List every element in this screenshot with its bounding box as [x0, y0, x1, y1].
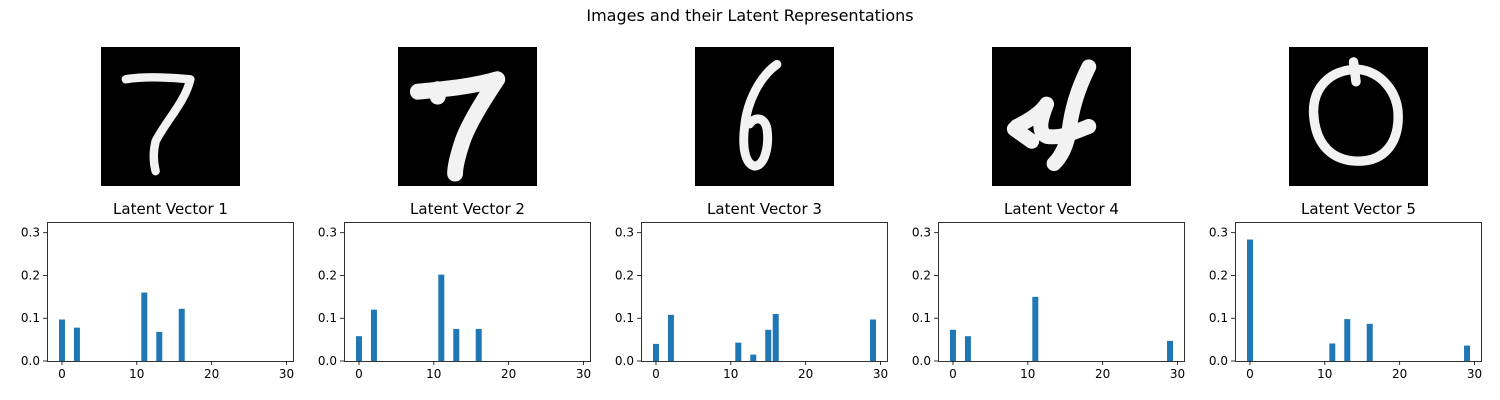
- x-tick-label: 30: [279, 367, 294, 381]
- x-tick-label: 20: [204, 367, 219, 381]
- bar: [652, 343, 659, 361]
- handwritten-digit-6-icon: [739, 59, 782, 171]
- axes-frame: [344, 222, 591, 362]
- figure-title: Images and their Latent Representations: [586, 6, 914, 25]
- y-tick-label: 0.3: [1209, 226, 1228, 240]
- x-tick-label: 10: [723, 367, 738, 381]
- y-tick-label: 0.1: [21, 311, 40, 325]
- x-tick-label: 30: [873, 367, 888, 381]
- bar: [475, 328, 482, 361]
- y-tick-label: 0.2: [318, 268, 337, 282]
- bar: [765, 329, 772, 361]
- y-tick-label: 0.1: [615, 311, 634, 325]
- bar: [1344, 319, 1351, 361]
- bar: [73, 327, 80, 361]
- x-tick-label: 10: [1317, 367, 1332, 381]
- y-tick-label: 0.2: [615, 268, 634, 282]
- bar: [772, 313, 779, 361]
- handwritten-digit-4-icon: [1006, 59, 1097, 172]
- y-tick-label: 0.2: [1209, 268, 1228, 282]
- y-tick-label: 0.3: [912, 226, 931, 240]
- bar: [870, 319, 877, 361]
- x-tick-label: 0: [58, 367, 66, 381]
- y-tick-label: 0.0: [318, 354, 337, 368]
- bar: [1366, 323, 1373, 361]
- bar: [750, 354, 757, 361]
- bar: [141, 292, 148, 361]
- bar: [1032, 296, 1039, 361]
- y-tick-label: 0.0: [21, 354, 40, 368]
- subplot-title: Latent Vector 5: [1301, 200, 1416, 218]
- subplot-1: Latent Vector 1 0 10 20 30 0.0 0.1 0.2 0.3: [21, 47, 294, 381]
- x-tick-label: 0: [949, 367, 957, 381]
- bar: [156, 331, 163, 361]
- x-tick-label: 30: [576, 367, 591, 381]
- subplot-title: Latent Vector 4: [1004, 200, 1119, 218]
- handwritten-digit-0-icon: [1308, 57, 1403, 166]
- y-tick-label: 0.1: [912, 311, 931, 325]
- handwritten-digit-7-bold-icon: [409, 71, 506, 182]
- x-tick-label: 10: [1020, 367, 1035, 381]
- subplot-5: Latent Vector 5 0 10 20 30 0.0 0.1 0.2 0.3: [1209, 47, 1482, 381]
- axes-frame: [938, 222, 1185, 362]
- y-tick-label: 0.3: [615, 226, 634, 240]
- y-tick-label: 0.0: [1209, 354, 1228, 368]
- y-tick-label: 0.0: [912, 354, 931, 368]
- bar: [1464, 345, 1471, 361]
- x-tick-label: 0: [355, 367, 363, 381]
- bar: [964, 336, 971, 361]
- subplot-2: Latent Vector 2 0 10 20 30 0.0 0.1 0.2 0.3: [318, 47, 591, 381]
- y-tick-label: 0.1: [318, 311, 337, 325]
- x-tick-label: 10: [129, 367, 144, 381]
- bar: [1329, 343, 1336, 361]
- y-tick-label: 0.2: [912, 268, 931, 282]
- bar: [178, 308, 185, 361]
- bar: [438, 274, 445, 361]
- x-tick-label: 0: [652, 367, 660, 381]
- bar: [949, 329, 956, 361]
- x-tick-label: 20: [501, 367, 516, 381]
- y-tick-label: 0.3: [21, 226, 40, 240]
- bar: [370, 309, 377, 361]
- bar: [58, 319, 65, 361]
- subplot-3: Latent Vector 3 0 10 20 30 0.0 0.1 0.2 0.3: [615, 47, 888, 381]
- axes-frame: [641, 222, 888, 362]
- y-tick-label: 0.0: [615, 354, 634, 368]
- bar: [1167, 340, 1174, 361]
- handwritten-digit-7-thin-icon: [121, 73, 195, 176]
- x-tick-label: 10: [426, 367, 441, 381]
- x-tick-label: 30: [1467, 367, 1482, 381]
- x-tick-label: 20: [1095, 367, 1110, 381]
- axes-frame: [1235, 222, 1482, 362]
- subplot-title: Latent Vector 2: [410, 200, 525, 218]
- subplot-4: Latent Vector 4 0 10 20 30 0.0 0.1 0.2 0.3: [912, 47, 1185, 381]
- bar: [453, 328, 460, 361]
- x-tick-label: 20: [798, 367, 813, 381]
- x-tick-label: 0: [1246, 367, 1254, 381]
- bar: [1246, 239, 1253, 361]
- y-tick-label: 0.1: [1209, 311, 1228, 325]
- bar: [667, 314, 674, 361]
- axes-frame: [47, 222, 294, 362]
- subplot-title: Latent Vector 1: [113, 200, 228, 218]
- y-tick-label: 0.3: [318, 226, 337, 240]
- bar: [355, 336, 362, 361]
- x-tick-label: 30: [1170, 367, 1185, 381]
- y-tick-label: 0.2: [21, 268, 40, 282]
- subplot-title: Latent Vector 3: [707, 200, 822, 218]
- bar: [735, 342, 742, 361]
- x-tick-label: 20: [1392, 367, 1407, 381]
